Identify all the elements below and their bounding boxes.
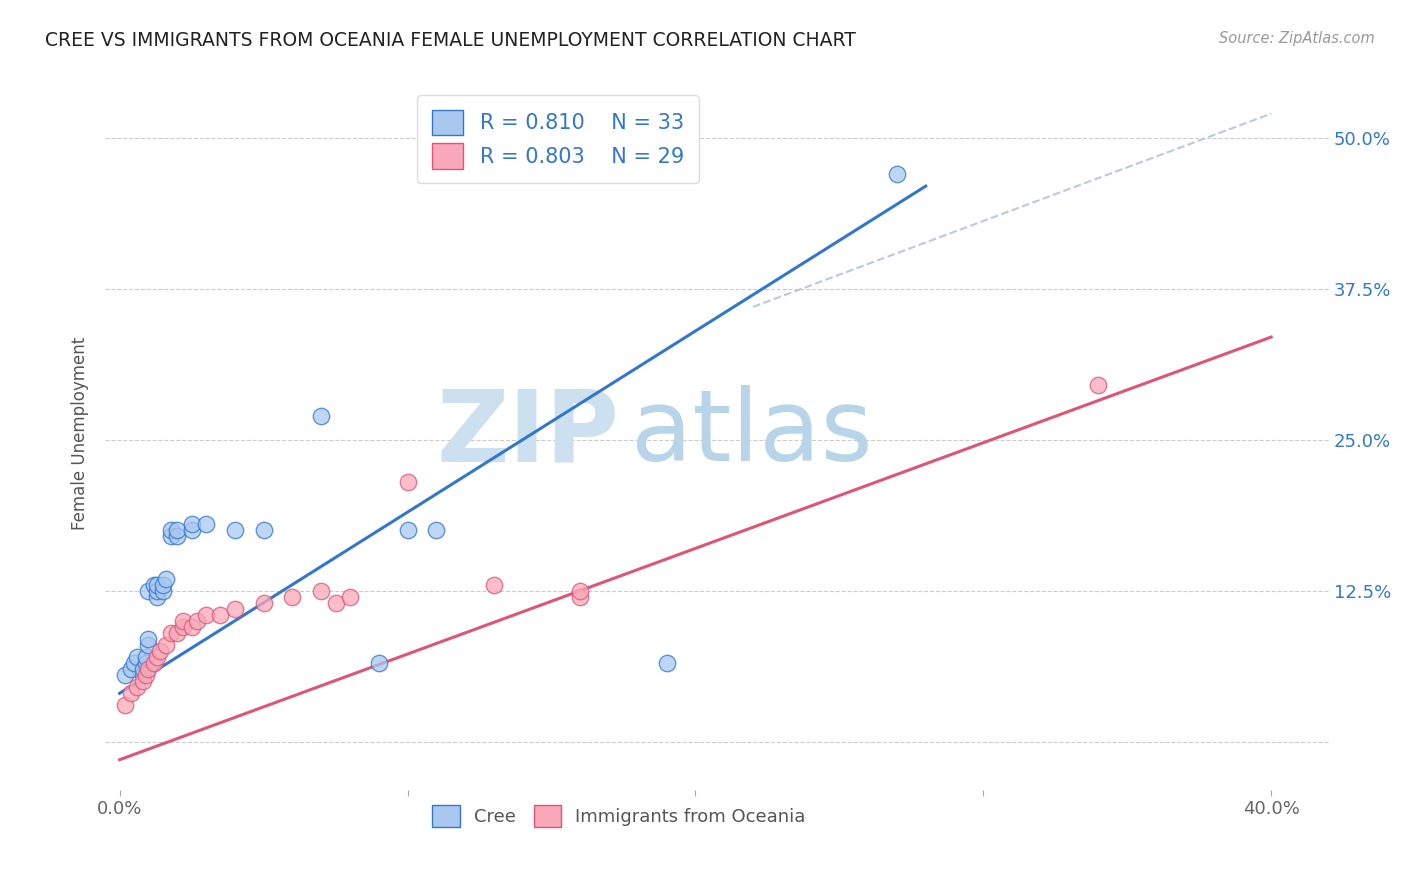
Point <box>146 577 169 591</box>
Legend: Cree, Immigrants from Oceania: Cree, Immigrants from Oceania <box>425 797 813 834</box>
Point <box>131 668 153 682</box>
Point <box>146 583 169 598</box>
Point <box>152 577 174 591</box>
Point <box>143 656 166 670</box>
Point <box>138 632 160 646</box>
Point <box>180 517 202 532</box>
Point <box>125 650 148 665</box>
Point <box>252 596 274 610</box>
Point <box>309 583 332 598</box>
Point <box>569 590 592 604</box>
Text: atlas: atlas <box>631 385 873 483</box>
Point <box>367 656 389 670</box>
Point <box>152 583 174 598</box>
Point <box>186 614 208 628</box>
Point <box>131 662 153 676</box>
Point <box>396 475 419 489</box>
Point <box>160 626 183 640</box>
Point <box>122 656 145 670</box>
Point <box>309 409 332 423</box>
Text: Source: ZipAtlas.com: Source: ZipAtlas.com <box>1219 31 1375 46</box>
Point <box>886 167 908 181</box>
Point <box>180 620 202 634</box>
Point <box>425 523 447 537</box>
Point <box>114 698 136 713</box>
Point <box>180 523 202 537</box>
Point <box>166 529 188 543</box>
Point <box>114 668 136 682</box>
Point <box>134 668 156 682</box>
Point <box>149 644 172 658</box>
Point <box>155 572 177 586</box>
Point <box>252 523 274 537</box>
Point <box>160 529 183 543</box>
Point <box>134 656 156 670</box>
Point <box>146 590 169 604</box>
Y-axis label: Female Unemployment: Female Unemployment <box>72 337 89 531</box>
Point <box>138 638 160 652</box>
Point <box>120 662 142 676</box>
Point <box>172 620 194 634</box>
Point <box>138 662 160 676</box>
Point <box>138 583 160 598</box>
Point <box>325 596 347 610</box>
Point <box>339 590 361 604</box>
Text: ZIP: ZIP <box>436 385 619 483</box>
Text: CREE VS IMMIGRANTS FROM OCEANIA FEMALE UNEMPLOYMENT CORRELATION CHART: CREE VS IMMIGRANTS FROM OCEANIA FEMALE U… <box>45 31 856 50</box>
Point <box>194 607 217 622</box>
Point <box>224 601 246 615</box>
Point <box>166 523 188 537</box>
Point <box>396 523 419 537</box>
Point <box>166 626 188 640</box>
Point <box>655 656 678 670</box>
Point <box>172 614 194 628</box>
Point <box>134 650 156 665</box>
Point <box>146 650 169 665</box>
Point <box>125 680 148 694</box>
Point <box>209 607 232 622</box>
Point <box>1087 378 1109 392</box>
Point <box>482 577 505 591</box>
Point <box>194 517 217 532</box>
Point <box>155 638 177 652</box>
Point <box>569 583 592 598</box>
Point <box>281 590 304 604</box>
Point <box>160 523 183 537</box>
Point <box>224 523 246 537</box>
Point <box>131 674 153 689</box>
Point <box>143 577 166 591</box>
Point <box>120 686 142 700</box>
